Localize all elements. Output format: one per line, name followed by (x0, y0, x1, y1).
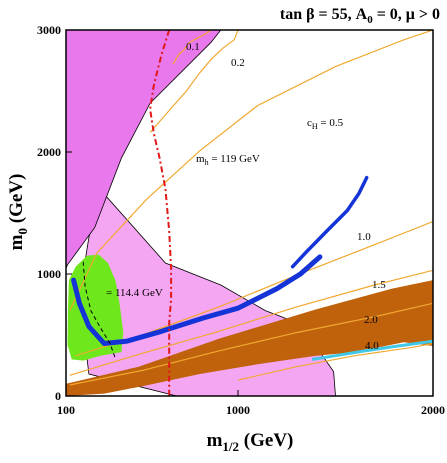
ch-label: cH = 0.5 (307, 117, 344, 131)
fine-tuning-contour-1.5 (69, 269, 433, 376)
lines-layer (69, 30, 433, 396)
y-tick-label: 0 (55, 389, 61, 403)
higgs-contour-0 (149, 30, 173, 396)
x-tick-label: 1000 (226, 403, 250, 417)
green-region (67, 254, 124, 361)
ticks-layer: 100 1000 2000 0 1000 2000 3000 (37, 23, 445, 417)
y-tick-label: 3000 (37, 23, 61, 37)
magenta-region (66, 30, 222, 269)
x-tick-label: 100 (57, 403, 75, 417)
fine-tuning-contour-0.1 (172, 30, 212, 65)
x-axis-title: m1/2 (GeV) (207, 430, 294, 454)
y-tick-label: 2000 (37, 145, 61, 159)
mh-119-label: mh = 119 GeV (196, 153, 260, 167)
ft-label-0.1: 0.1 (186, 41, 200, 53)
cyan-edge (311, 339, 433, 361)
fine-tuning-contour-4.0 (237, 342, 433, 381)
x-tick-label: 2000 (421, 403, 445, 417)
fine-tuning-contour-0.2 (149, 30, 239, 133)
ft-label-2.0: 2.0 (364, 314, 378, 326)
chart-title: tan β = 55, A0 = 0, μ > 0 (280, 6, 440, 26)
dark-matter-band-0 (71, 254, 323, 346)
mh-lep-label: = 114.4 GeV (106, 287, 163, 299)
ft-label-0.2: 0.2 (231, 57, 245, 69)
plot-frame (65, 29, 434, 397)
y-axis-title: m0 (GeV) (6, 174, 30, 251)
ft-label-4.0: 4.0 (365, 340, 379, 352)
higgs-contour-1 (82, 261, 117, 360)
ft-label-1.0: 1.0 (357, 231, 371, 243)
fine-tuning-contour-2.0 (69, 302, 433, 386)
dark-matter-band-1 (290, 175, 369, 269)
ft-label-1.5: 1.5 (372, 279, 386, 291)
y-tick-label: 1000 (37, 267, 61, 281)
fine-tuning-contour-0.5 (69, 30, 433, 311)
